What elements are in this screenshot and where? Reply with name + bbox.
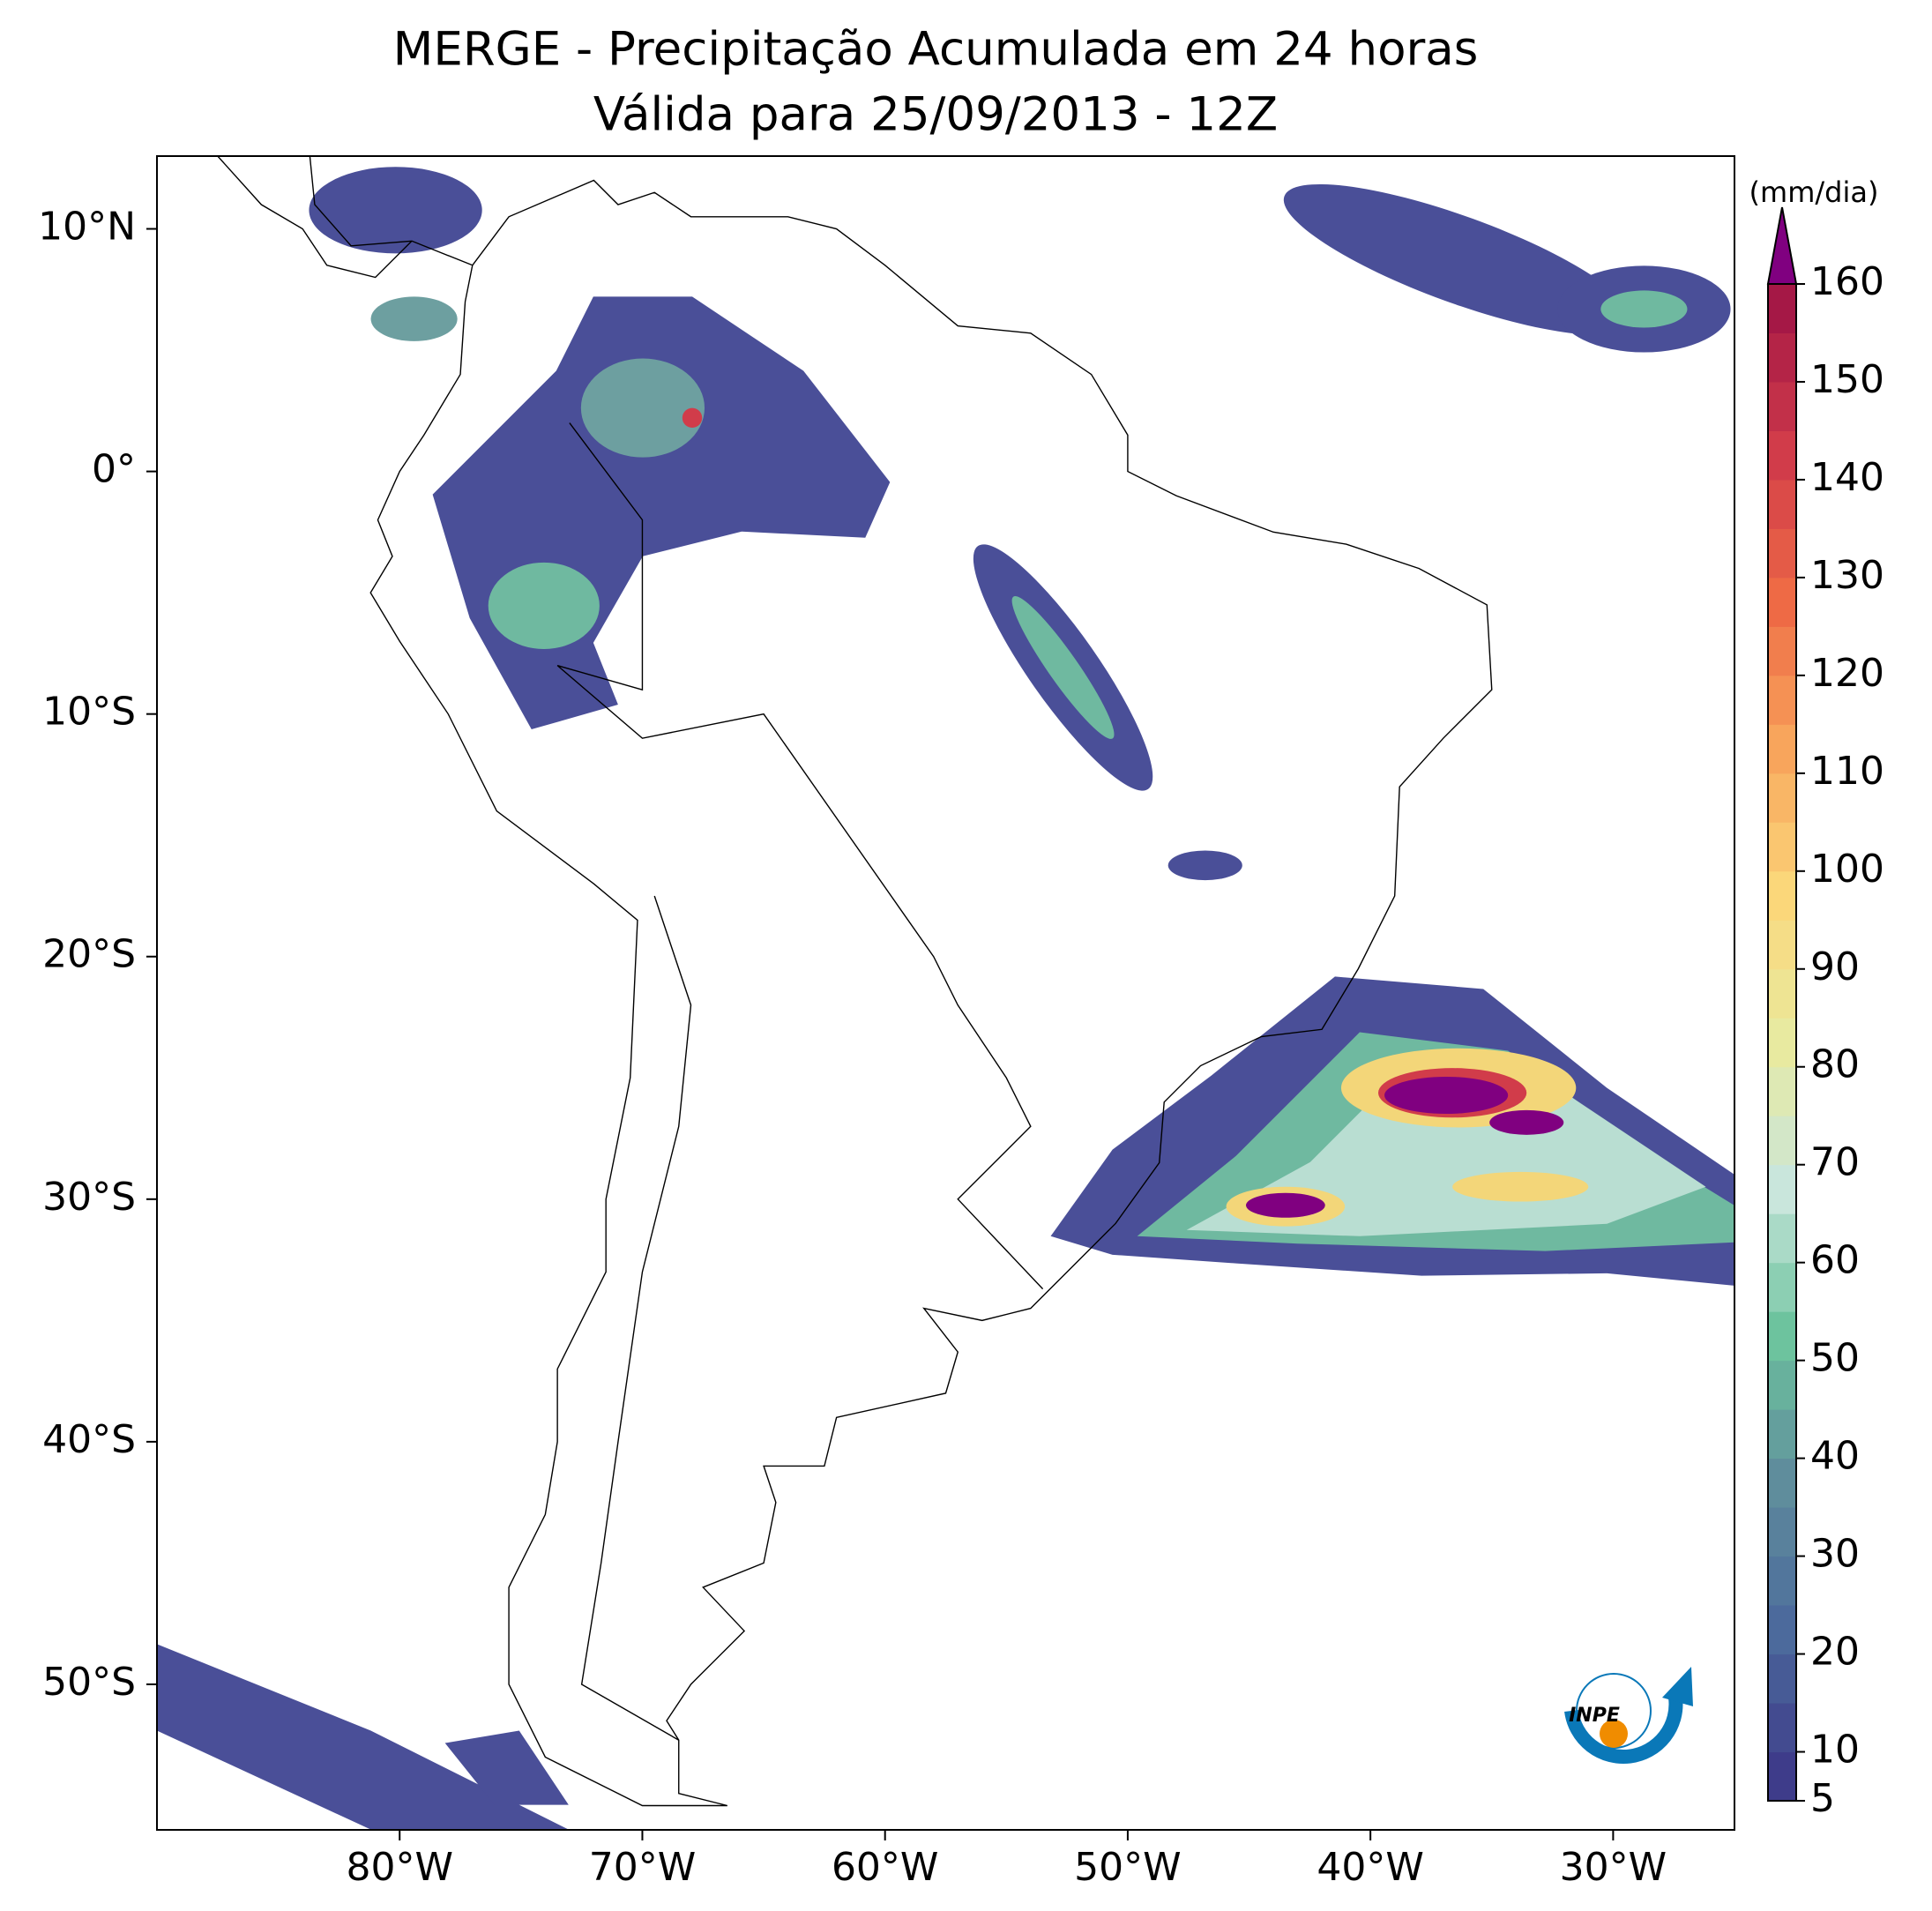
colorbar-band — [1768, 968, 1796, 1019]
colorbar-tick-label: 80 — [1810, 1042, 1860, 1087]
coastline — [218, 156, 473, 278]
colorbar-extend — [1766, 206, 1798, 285]
colorbar-band — [1768, 332, 1796, 383]
colorbar-band — [1768, 577, 1796, 627]
colorbar-tick-label: 10 — [1810, 1728, 1860, 1773]
colorbar-band — [1768, 479, 1796, 529]
colorbar-band — [1768, 528, 1796, 579]
y-tick-label: 20°S — [42, 932, 136, 977]
colorbar-band — [1768, 1262, 1796, 1312]
chart-title: MERGE - Precipitação Acumulada em 24 hor… — [393, 23, 1479, 77]
y-tick-label: 40°S — [42, 1417, 136, 1462]
colorbar-band — [1768, 1066, 1796, 1116]
coastlines — [218, 156, 1492, 1805]
x-tick-label: 30°W — [1560, 1845, 1667, 1890]
colorbar-tick-label: 60 — [1810, 1238, 1860, 1283]
colorbar-band — [1768, 1360, 1796, 1410]
map-frame — [156, 155, 1735, 1831]
colorbar-frame — [1767, 283, 1797, 1802]
colorbar-band — [1768, 430, 1796, 481]
y-tick-label: 10°N — [38, 205, 136, 250]
colorbar-band — [1768, 1164, 1796, 1214]
colorbar-band — [1768, 284, 1796, 333]
colorbar-tick-label: 70 — [1810, 1140, 1860, 1185]
y-tick-label: 50°S — [42, 1660, 136, 1705]
x-tick-label: 40°W — [1317, 1845, 1424, 1890]
y-tick-label: 10°S — [42, 690, 136, 735]
colorbar-band — [1768, 1018, 1796, 1068]
colorbar-tick-label: 20 — [1810, 1630, 1860, 1675]
chart-subtitle: Válida para 25/09/2013 - 12Z — [593, 88, 1278, 142]
colorbar-band — [1768, 1213, 1796, 1264]
colorbar-band — [1768, 1116, 1796, 1166]
colorbar-band — [1768, 1605, 1796, 1655]
colorbar-band — [1768, 773, 1796, 823]
x-tick-label: 70°W — [589, 1845, 697, 1890]
colorbar-tick-label: 5 — [1810, 1776, 1835, 1821]
precipitation-field — [157, 167, 1734, 1830]
x-tick-label: 50°W — [1074, 1845, 1182, 1890]
colorbar-band — [1768, 1507, 1796, 1557]
colorbar-band — [1768, 1311, 1796, 1362]
colorbar-band — [1768, 1458, 1796, 1508]
y-tick-label: 0° — [92, 447, 136, 492]
colorbar-band — [1768, 724, 1796, 774]
colorbar-band — [1768, 1653, 1796, 1704]
colorbar-tick-label: 40 — [1810, 1434, 1860, 1479]
colorbar-band — [1768, 1703, 1796, 1753]
colorbar-tick-label: 140 — [1810, 455, 1884, 500]
colorbar-tick-label: 50 — [1810, 1336, 1860, 1381]
logo-text: INPE — [1569, 1705, 1620, 1727]
colorbar-tick-label: 120 — [1810, 651, 1884, 696]
colorbar-band — [1768, 920, 1796, 970]
colorbar-band — [1768, 1409, 1796, 1459]
colorbar-tick-label: 30 — [1810, 1532, 1860, 1577]
x-tick-label: 80°W — [346, 1845, 453, 1890]
colorbar-band — [1768, 381, 1796, 431]
colorbar-tick-label: 150 — [1810, 357, 1884, 402]
colorbar-band — [1768, 870, 1796, 921]
colorbar-tick-label: 130 — [1810, 553, 1884, 598]
map-area — [157, 155, 1734, 1830]
colorbar-tick-label: 90 — [1810, 944, 1860, 989]
colorbar-band — [1768, 822, 1796, 872]
colorbar-label: (mm/dia) — [1749, 175, 1879, 209]
colorbar-band — [1768, 1751, 1796, 1802]
colorbar-band — [1768, 675, 1796, 725]
x-tick-label: 60°W — [832, 1845, 939, 1890]
coastline — [370, 181, 1492, 1806]
colorbar-tick-label: 160 — [1810, 259, 1884, 304]
logo: INPE — [1564, 1667, 1693, 1764]
colorbar-tick-label: 110 — [1810, 749, 1884, 794]
y-tick-label: 30°S — [42, 1175, 136, 1220]
colorbar-band — [1768, 1556, 1796, 1606]
border — [557, 423, 1042, 1741]
colorbar-tick-label: 100 — [1810, 847, 1884, 892]
colorbar-band — [1768, 626, 1796, 676]
